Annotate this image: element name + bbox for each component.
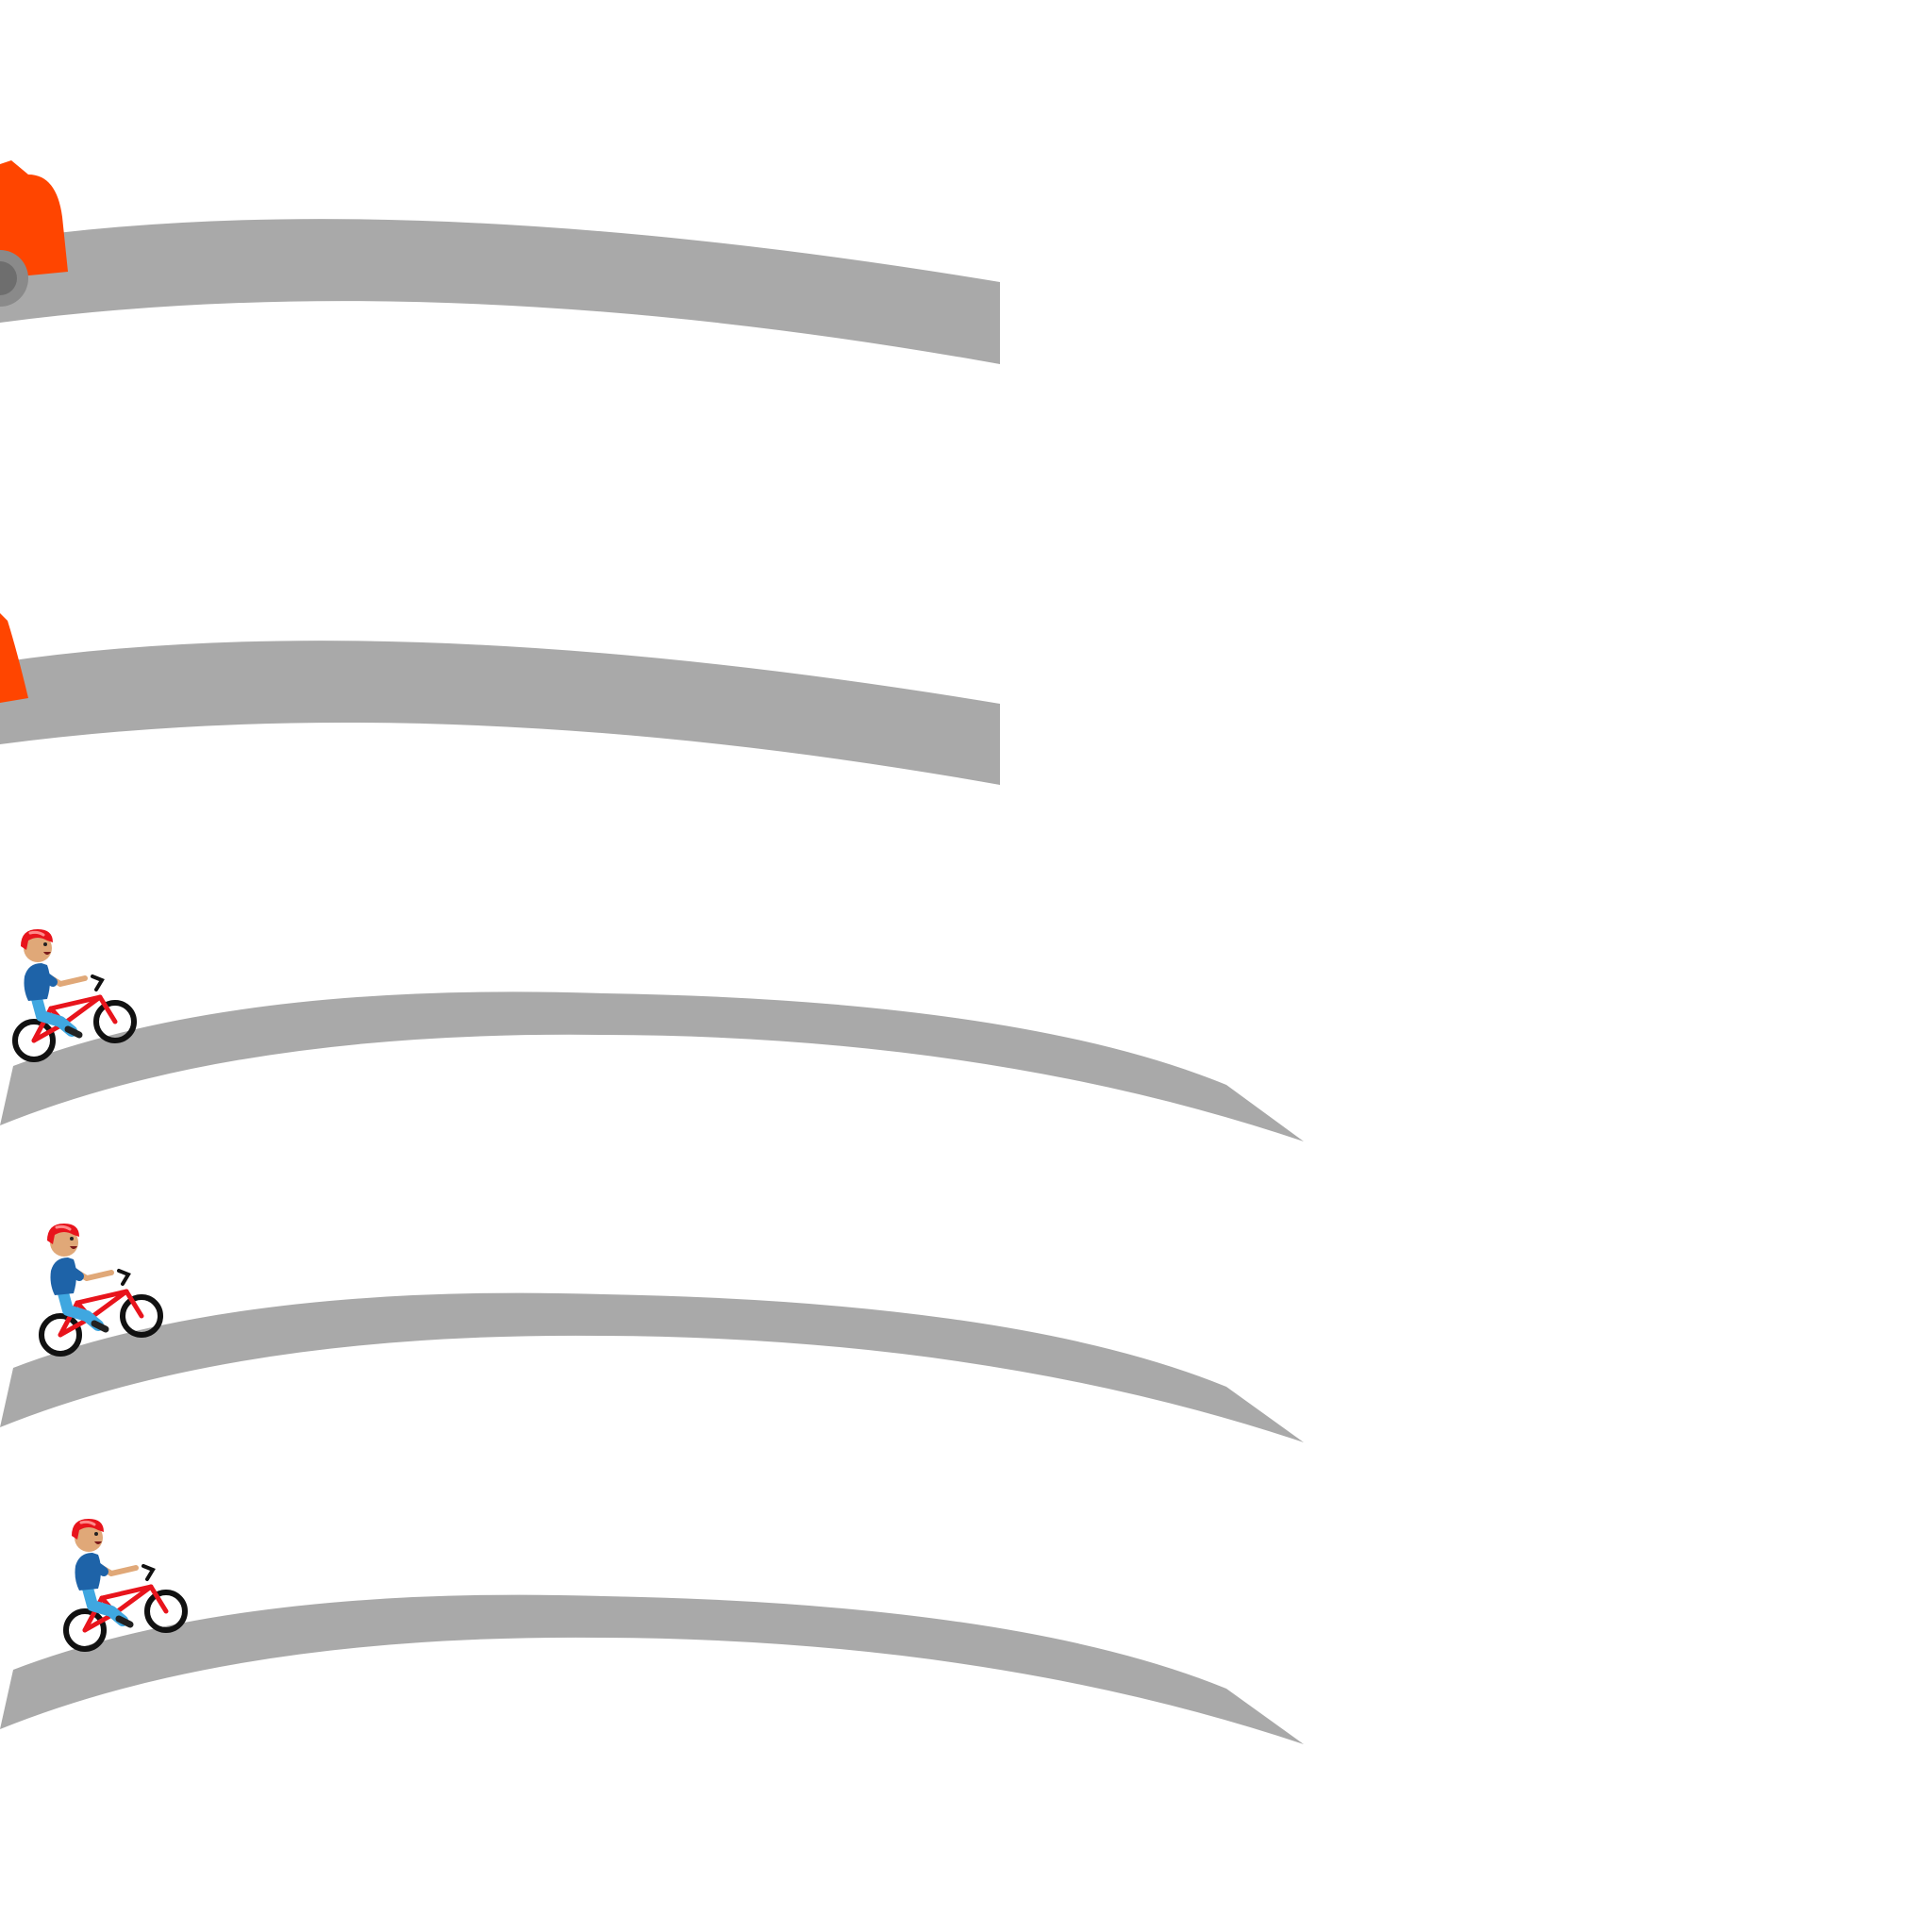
cyclist-icon	[42, 1224, 160, 1354]
road-lane-3	[0, 991, 1304, 1141]
car-icon	[0, 160, 68, 307]
car-icon	[0, 613, 28, 703]
road-lane-4	[0, 1292, 1304, 1442]
cyclist-icon	[15, 929, 134, 1059]
road-lane-5	[0, 1594, 1304, 1744]
road-lane-1	[0, 219, 1000, 364]
cyclist-icon	[66, 1519, 185, 1649]
road-lane-2	[0, 641, 1000, 785]
